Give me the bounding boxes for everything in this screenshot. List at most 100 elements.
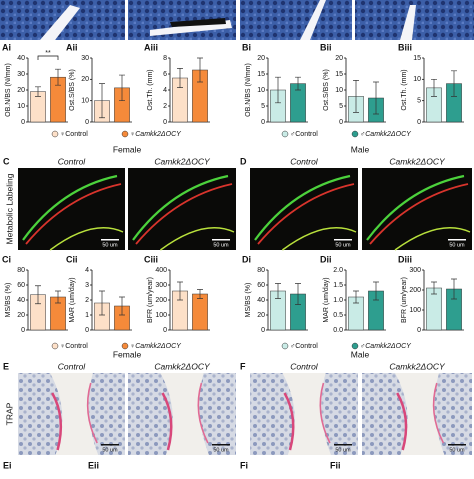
error-bar [451,70,457,97]
scale-bar [334,444,352,446]
y-tick-label: 20 [335,55,343,62]
error-bar [197,289,203,299]
y-tick-label: 200 [155,297,167,304]
label-green [366,174,465,241]
label-red [257,183,355,245]
group-header: Female [113,349,142,359]
bar [192,293,208,331]
panel-label: Ei [3,460,12,470]
panel-label: Aiii [144,42,158,52]
trap-stain [396,392,408,451]
trap-stain [51,392,63,451]
y-tick-label: 80 [257,267,265,274]
group-header: Male [351,349,370,359]
error-bar [431,281,437,295]
scale-bar [334,239,352,241]
column-header: Camkk2ΔOCY [389,156,446,166]
y-tick-label: 2.0 [333,267,343,274]
scale-bar-label: 50 um [102,447,118,453]
panel-letter: F [240,361,246,371]
trap-stain [283,392,295,451]
label-green [22,174,118,241]
y-tick-label: 30 [81,55,89,62]
y-tick-label: 20 [257,312,265,319]
panel-label: Biii [398,42,412,52]
trap-stain [319,382,331,444]
error-bar [373,81,379,115]
panel-label: Ciii [144,254,158,264]
error-bar [35,86,41,97]
panel-label: Cii [66,254,78,264]
trap-stain [161,392,173,451]
label-green [132,174,229,241]
y-tick-label: 0 [417,119,421,126]
legend-label: ♀Control [60,131,88,138]
error-bar [373,281,379,301]
trap-stain [432,382,445,444]
y-tick-label: 5 [339,103,343,110]
y-tick-label: 60 [257,282,265,289]
y-axis-label: Ost.S/BS (%) [69,69,76,111]
scale-bar-label: 50 um [102,242,118,248]
panel-label: Di [242,254,251,264]
trap-stain [197,382,209,444]
micrograph [18,168,125,250]
panel-label: Bi [242,42,251,52]
scale-bar-label: 50 um [213,242,229,248]
error-bar [119,74,125,102]
y-tick-label: 1 [85,312,89,319]
y-tick-label: 0 [339,119,343,126]
column-header: Control [290,361,319,371]
error-bar [295,76,301,91]
legend-label: ♂Control [290,343,318,350]
y-axis-label: MS/BS (%) [245,283,252,318]
label-green [394,226,471,251]
y-tick-label: 10 [17,103,25,110]
y-tick-label: 30 [17,71,25,78]
legend-label: ♂Camkk2ΔOCY [360,131,412,138]
panel-label: Fii [330,460,341,470]
y-tick-label: 0 [163,327,167,334]
y-axis-label: OB.N/BS (N/mm) [5,63,12,117]
column-header: Control [290,156,319,166]
row-label: Metabolic Labeling [4,173,14,244]
label-green [49,226,124,251]
y-tick-label: 0.5 [333,312,343,319]
error-bar [431,78,437,97]
legend-swatch [351,130,359,138]
error-bar [99,290,105,316]
error-bar [55,290,61,304]
y-tick-label: 15 [413,55,421,62]
micrograph [362,168,472,250]
y-tick-label: 80 [17,267,25,274]
y-tick-label: 10 [413,76,421,83]
y-tick-label: 0 [85,119,89,126]
row-label: TRAP [4,402,14,425]
scale-bar [101,444,119,446]
y-axis-label: OB.N/BS (N/mm) [245,63,252,117]
scale-bar-label: 50 um [335,242,351,248]
error-bar [119,296,125,316]
y-axis-label: Ost.Th. (mm) [401,69,408,110]
group-header: Male [351,144,370,154]
micrograph [250,168,358,250]
y-tick-label: 400 [155,267,167,274]
y-tick-label: 0 [261,327,265,334]
bone [160,373,209,455]
bone [282,373,331,455]
column-header: Camkk2ΔOCY [154,361,211,371]
y-axis-label: MAR (um/day) [323,277,330,322]
label-red [25,183,122,245]
y-tick-label: 5 [261,103,265,110]
error-bar [177,68,183,88]
label-red [369,183,469,245]
scale-bar-label: 50 um [449,447,465,453]
y-tick-label: 40 [17,55,25,62]
y-tick-label: 20 [17,87,25,94]
y-tick-label: 100 [155,312,167,319]
label-green [159,226,235,251]
panel-label: Diii [398,254,412,264]
scale-bar [212,239,230,241]
y-axis-label: MAR (um/day) [69,277,76,322]
